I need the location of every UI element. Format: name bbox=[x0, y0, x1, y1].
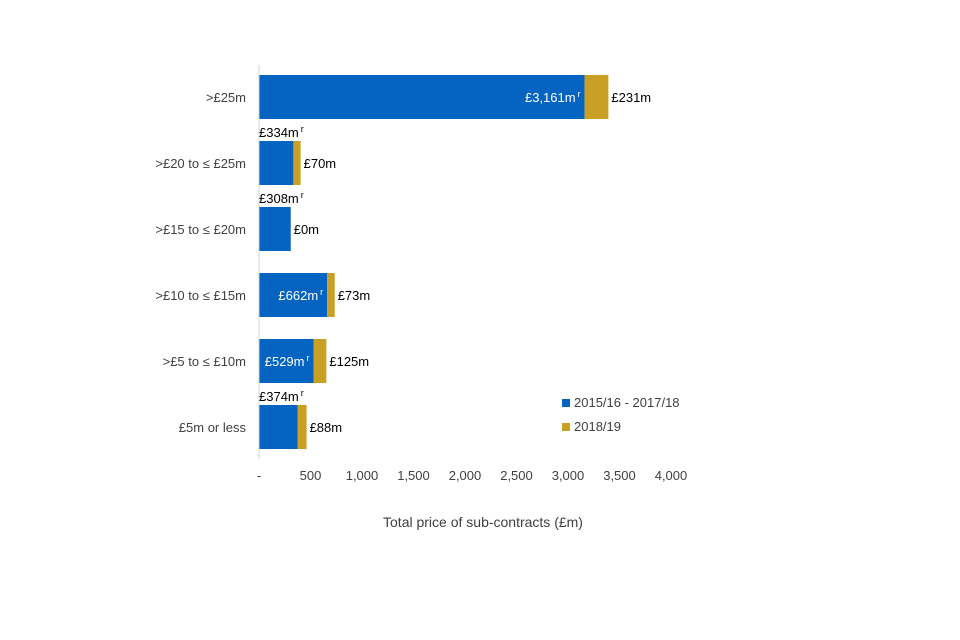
data-labels-layer: £3,161m r £231m £334m r £70m £308m r £0m £662m r £7… bbox=[259, 89, 651, 435]
bar-segment-5-series-2 bbox=[313, 339, 327, 383]
data-label-series-2: £231m bbox=[611, 90, 651, 105]
x-tick-label: 500 bbox=[300, 468, 322, 483]
category-label: >£15 to ≤ £20m bbox=[155, 222, 246, 237]
data-label-series-2: £70m bbox=[304, 156, 337, 171]
data-label-series-1: £529m r bbox=[265, 353, 310, 369]
revised-marker: r bbox=[306, 353, 309, 363]
category-label: >£25m bbox=[206, 90, 246, 105]
category-label: >£5 to ≤ £10m bbox=[163, 354, 246, 369]
data-label-series-2: £125m bbox=[329, 354, 369, 369]
legend-swatch-2 bbox=[562, 423, 570, 431]
bars-layer bbox=[259, 75, 609, 449]
data-label-series-1: £374m r bbox=[259, 388, 304, 404]
x-tick-label: 1,500 bbox=[397, 468, 430, 483]
category-labels: >£25m >£20 to ≤ £25m >£15 to ≤ £20m >£10 to… bbox=[155, 90, 246, 435]
revised-marker: r bbox=[301, 388, 304, 398]
bar-segment-2-series-2 bbox=[293, 141, 301, 185]
x-tick-label: 3,000 bbox=[552, 468, 585, 483]
legend-label-1: 2015/16 - 2017/18 bbox=[574, 395, 680, 410]
x-tick-labels: - 500 1,000 1,500 2,000 2,500 3,000 3,500 4,000 bbox=[257, 468, 687, 483]
bar-segment-6-series-2 bbox=[297, 405, 307, 449]
category-label: £5m or less bbox=[179, 420, 247, 435]
data-label-series-2: £88m bbox=[310, 420, 343, 435]
x-tick-label: 1,000 bbox=[346, 468, 379, 483]
legend-swatch-1 bbox=[562, 399, 570, 407]
revised-marker: r bbox=[320, 287, 323, 297]
legend-label-2: 2018/19 bbox=[574, 419, 621, 434]
category-label: >£10 to ≤ £15m bbox=[155, 288, 246, 303]
bar-segment-2-series-1 bbox=[259, 141, 294, 185]
category-label: >£20 to ≤ £25m bbox=[155, 156, 246, 171]
data-label-series-2: £73m bbox=[338, 288, 371, 303]
revised-marker: r bbox=[301, 124, 304, 134]
bar-segment-6-series-1 bbox=[259, 405, 298, 449]
bar-segment-3-series-1 bbox=[259, 207, 291, 251]
data-label-series-1: £334m r bbox=[259, 124, 304, 140]
bar-segment-1-series-2 bbox=[584, 75, 609, 119]
x-tick-label: 2,500 bbox=[500, 468, 533, 483]
x-tick-label: 3,500 bbox=[603, 468, 636, 483]
x-axis-title: Total price of sub-contracts (£m) bbox=[383, 514, 583, 530]
bar-segment-1-series-1 bbox=[259, 75, 585, 119]
data-label-series-1: £662m r bbox=[278, 287, 323, 303]
bar-segment-5-series-1 bbox=[259, 339, 314, 383]
data-label-series-2: £0m bbox=[294, 222, 319, 237]
data-label-series-1: £308m r bbox=[259, 190, 304, 206]
x-tick-label: - bbox=[257, 468, 261, 483]
revised-marker: r bbox=[578, 89, 581, 99]
bar-segment-4-series-2 bbox=[327, 273, 335, 317]
x-tick-label: 4,000 bbox=[655, 468, 688, 483]
revised-marker: r bbox=[301, 190, 304, 200]
x-tick-label: 2,000 bbox=[449, 468, 482, 483]
data-label-series-1: £3,161m r bbox=[525, 89, 581, 105]
bar-segment-4-series-1 bbox=[259, 273, 328, 317]
legend: 2015/16 - 2017/18 2018/19 bbox=[562, 395, 680, 434]
